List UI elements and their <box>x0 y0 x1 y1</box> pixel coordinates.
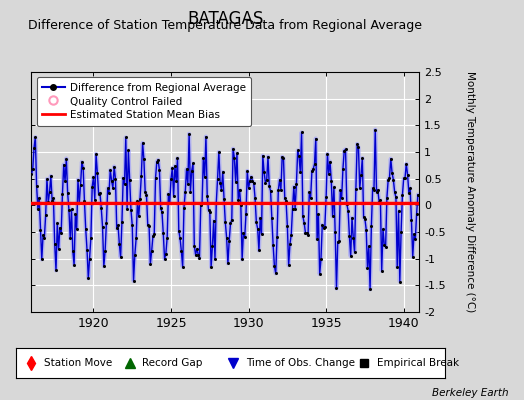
Text: Station Move: Station Move <box>43 358 112 368</box>
Text: Record Gap: Record Gap <box>143 358 203 368</box>
Legend: Difference from Regional Average, Quality Control Failed, Estimated Station Mean: Difference from Regional Average, Qualit… <box>37 77 251 126</box>
Text: Time of Obs. Change: Time of Obs. Change <box>246 358 355 368</box>
Text: Empirical Break: Empirical Break <box>377 358 459 368</box>
Text: Berkeley Earth: Berkeley Earth <box>432 388 508 398</box>
Y-axis label: Monthly Temperature Anomaly Difference (°C): Monthly Temperature Anomaly Difference (… <box>465 71 475 313</box>
Text: Difference of Station Temperature Data from Regional Average: Difference of Station Temperature Data f… <box>28 19 422 32</box>
Text: BATAGAS: BATAGAS <box>187 10 264 28</box>
